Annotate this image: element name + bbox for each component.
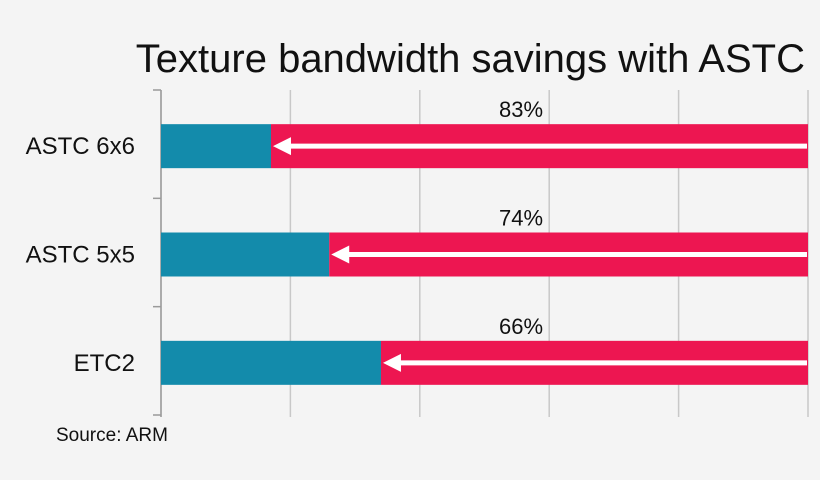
data-label: 83% bbox=[499, 97, 543, 122]
data-label: 74% bbox=[499, 206, 543, 231]
source-note: Source: ARM bbox=[56, 425, 168, 446]
bar-remaining bbox=[161, 124, 271, 169]
category-label: ASTC 5x5 bbox=[26, 242, 135, 269]
arrow-head bbox=[331, 245, 350, 264]
category-label: ASTC 6x6 bbox=[26, 133, 135, 160]
bar-remaining bbox=[161, 232, 330, 277]
arrows bbox=[272, 137, 807, 372]
category-labels: ASTC 6x6 ASTC 5x5 ETC2 bbox=[26, 133, 135, 377]
bar-remaining bbox=[161, 340, 381, 385]
chart-title: Texture bandwidth savings with ASTC bbox=[136, 37, 805, 81]
arrow-head bbox=[382, 353, 401, 372]
category-label: ETC2 bbox=[74, 350, 135, 377]
data-labels: 83% 74% 66% bbox=[499, 97, 543, 339]
arrow-head bbox=[272, 137, 291, 156]
data-label: 66% bbox=[499, 314, 543, 339]
